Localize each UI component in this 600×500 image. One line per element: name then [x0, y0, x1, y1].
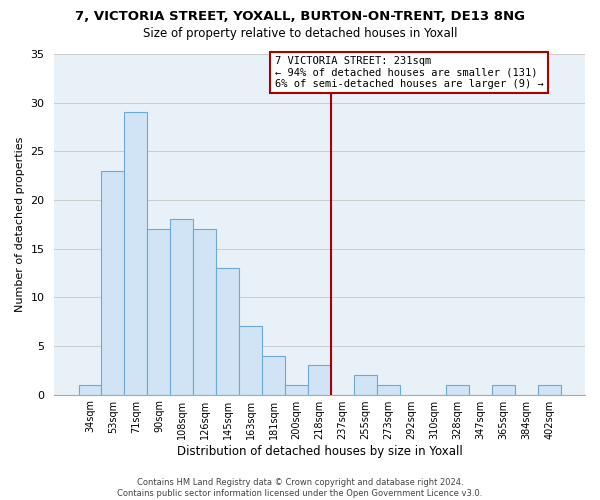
Bar — [492, 385, 515, 394]
Text: 7, VICTORIA STREET, YOXALL, BURTON-ON-TRENT, DE13 8NG: 7, VICTORIA STREET, YOXALL, BURTON-ON-TR… — [75, 10, 525, 23]
Bar — [262, 356, 285, 395]
Bar — [148, 229, 170, 394]
Bar — [239, 326, 262, 394]
Bar — [538, 385, 561, 394]
Bar — [446, 385, 469, 394]
Text: Contains HM Land Registry data © Crown copyright and database right 2024.
Contai: Contains HM Land Registry data © Crown c… — [118, 478, 482, 498]
Bar — [377, 385, 400, 394]
X-axis label: Distribution of detached houses by size in Yoxall: Distribution of detached houses by size … — [177, 444, 463, 458]
Text: 7 VICTORIA STREET: 231sqm
← 94% of detached houses are smaller (131)
6% of semi-: 7 VICTORIA STREET: 231sqm ← 94% of detac… — [275, 56, 544, 89]
Bar — [308, 366, 331, 394]
Bar — [285, 385, 308, 394]
Bar — [193, 229, 217, 394]
Bar — [170, 220, 193, 394]
Text: Size of property relative to detached houses in Yoxall: Size of property relative to detached ho… — [143, 28, 457, 40]
Bar — [354, 375, 377, 394]
Bar — [101, 171, 124, 394]
Bar — [124, 112, 148, 394]
Bar — [79, 385, 101, 394]
Y-axis label: Number of detached properties: Number of detached properties — [15, 136, 25, 312]
Bar — [217, 268, 239, 394]
